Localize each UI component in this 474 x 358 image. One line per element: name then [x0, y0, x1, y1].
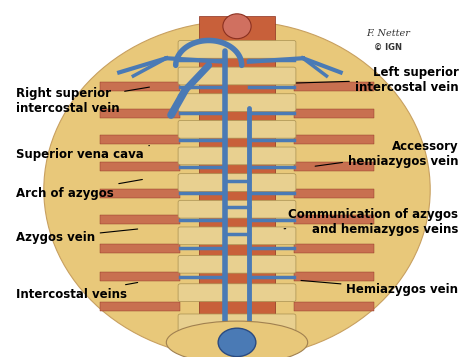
FancyArrow shape	[100, 109, 181, 118]
FancyBboxPatch shape	[178, 255, 296, 273]
Text: F. Netter: F. Netter	[366, 29, 410, 38]
FancyArrow shape	[100, 216, 181, 224]
Bar	[199, 16, 275, 342]
FancyBboxPatch shape	[178, 40, 296, 58]
FancyArrow shape	[100, 189, 181, 198]
Ellipse shape	[166, 321, 308, 358]
Text: © IGN: © IGN	[374, 43, 402, 52]
FancyArrow shape	[100, 162, 181, 171]
FancyBboxPatch shape	[178, 120, 296, 138]
Text: Right superior
intercostal vein: Right superior intercostal vein	[16, 87, 149, 115]
FancyArrow shape	[100, 135, 181, 144]
Ellipse shape	[44, 21, 430, 358]
FancyArrow shape	[293, 272, 374, 281]
FancyArrow shape	[293, 135, 374, 144]
FancyArrow shape	[293, 216, 374, 224]
FancyArrow shape	[100, 244, 181, 253]
FancyArrow shape	[293, 162, 374, 171]
FancyArrow shape	[293, 244, 374, 253]
Text: Communication of azygos
and hemiazygos veins: Communication of azygos and hemiazygos v…	[284, 208, 458, 236]
FancyBboxPatch shape	[178, 314, 296, 332]
Text: Accessory
hemiazygos vein: Accessory hemiazygos vein	[315, 140, 458, 168]
Text: Intercostal veins: Intercostal veins	[16, 282, 137, 301]
FancyBboxPatch shape	[178, 67, 296, 85]
FancyArrow shape	[293, 82, 374, 91]
Circle shape	[218, 328, 256, 357]
FancyBboxPatch shape	[178, 147, 296, 165]
FancyArrow shape	[293, 109, 374, 118]
FancyArrow shape	[100, 272, 181, 281]
FancyArrow shape	[100, 82, 181, 91]
Ellipse shape	[223, 14, 251, 39]
FancyBboxPatch shape	[178, 284, 296, 301]
Text: Hemiazygos vein: Hemiazygos vein	[301, 280, 458, 296]
FancyBboxPatch shape	[178, 174, 296, 192]
Text: Superior vena cava: Superior vena cava	[16, 146, 149, 161]
FancyArrow shape	[293, 303, 374, 311]
FancyBboxPatch shape	[178, 94, 296, 111]
FancyBboxPatch shape	[178, 227, 296, 245]
Text: Arch of azygos: Arch of azygos	[16, 179, 142, 200]
Text: Azygos vein: Azygos vein	[16, 229, 137, 244]
Text: Left superior
intercostal vein: Left superior intercostal vein	[296, 66, 458, 93]
FancyBboxPatch shape	[178, 200, 296, 218]
FancyArrow shape	[100, 303, 181, 311]
FancyArrow shape	[293, 189, 374, 198]
